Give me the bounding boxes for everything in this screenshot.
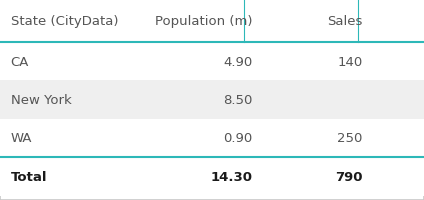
Text: 14.30: 14.30 <box>210 170 252 183</box>
Text: 0.90: 0.90 <box>223 132 252 144</box>
Bar <box>0 81 424 119</box>
Text: 790: 790 <box>335 170 363 183</box>
Text: New York: New York <box>11 94 71 106</box>
Text: CA: CA <box>11 56 29 68</box>
Text: Total: Total <box>11 170 47 183</box>
Text: 140: 140 <box>337 56 363 68</box>
Text: 8.50: 8.50 <box>223 94 252 106</box>
Text: Population (m): Population (m) <box>155 15 252 28</box>
Text: 4.90: 4.90 <box>223 56 252 68</box>
Bar <box>0 0 424 43</box>
Text: State (CityData): State (CityData) <box>11 15 118 28</box>
Text: WA: WA <box>11 132 32 144</box>
Bar <box>0 43 424 81</box>
Text: Sales: Sales <box>327 15 363 28</box>
Bar <box>0 119 424 157</box>
Text: 250: 250 <box>337 132 363 144</box>
Bar <box>0 157 424 196</box>
